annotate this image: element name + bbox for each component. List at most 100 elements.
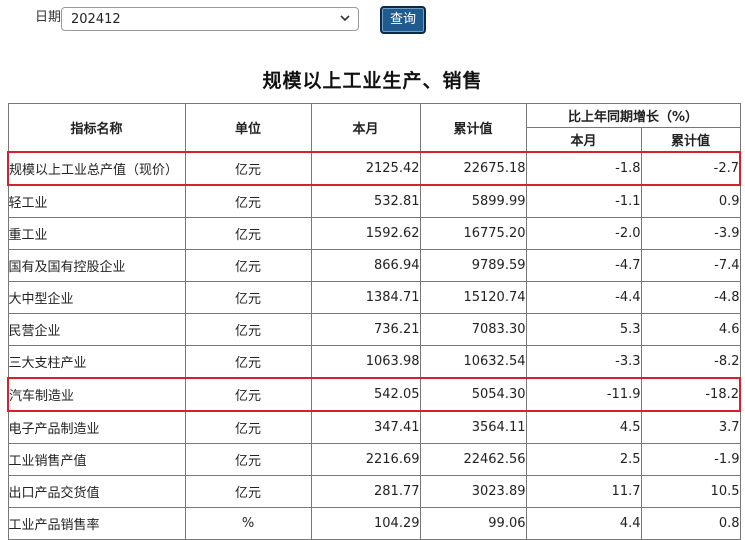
- cumulative-value-cell: 3564.11: [419, 410, 527, 444]
- month-value-cell: 736.21: [310, 313, 421, 346]
- table-row: 民营企业 亿元 736.21 7083.30 5.3 4.6: [7, 313, 741, 346]
- header-yoy-month: 本月: [525, 127, 642, 153]
- cumulative-value-cell: 10632.54: [419, 345, 527, 379]
- yoy-cumulative-cell: -18.2: [640, 377, 741, 412]
- yoy-month-cell: -1.8: [525, 151, 642, 186]
- table-row: 国有及国有控股企业 亿元 866.94 9789.59 -4.7 -7.4: [7, 249, 741, 282]
- header-indicator: 指标名称: [7, 103, 186, 153]
- cumulative-value-cell: 9789.59: [419, 249, 527, 282]
- indicator-cell: 出口产品交货值: [7, 475, 186, 508]
- unit-cell: 亿元: [184, 475, 312, 508]
- cumulative-value-cell: 22462.56: [419, 443, 527, 476]
- month-value-cell: 542.05: [310, 377, 421, 412]
- yoy-month-cell: -2.0: [525, 217, 642, 250]
- header-month: 本月: [310, 103, 421, 153]
- report-title: 规模以上工业生产、销售: [262, 70, 483, 92]
- yoy-cumulative-cell: -3.9: [640, 217, 741, 250]
- yoy-month-cell: 4.4: [525, 507, 642, 540]
- highlighted-table-row: 规模以上工业总产值（现价） 亿元 2125.42 22675.18 -1.8 -2.7: [7, 151, 741, 186]
- yoy-cumulative-cell: 0.9: [640, 184, 741, 218]
- yoy-cumulative-cell: -8.2: [640, 345, 741, 379]
- yoy-cumulative-cell: 10.5: [640, 475, 741, 508]
- report-table: 指标名称 单位 本月 累计值 比上年同期增长（%） 本月 累计值 规模以上工业总…: [7, 103, 741, 540]
- indicator-cell: 轻工业: [7, 184, 186, 218]
- table-row: 电子产品制造业 亿元 347.41 3564.11 4.5 3.7: [7, 410, 741, 444]
- unit-cell: 亿元: [184, 410, 312, 444]
- filter-bar: 日期 202412 查询: [0, 0, 745, 40]
- table-row: 出口产品交货值 亿元 281.77 3023.89 11.7 10.5: [7, 475, 741, 508]
- unit-cell: 亿元: [184, 249, 312, 282]
- indicator-cell: 工业销售产值: [7, 443, 186, 476]
- unit-cell: 亿元: [184, 313, 312, 346]
- yoy-cumulative-cell: -2.7: [640, 151, 741, 186]
- table-row: 工业产品销售率% 104.29 99.06 4.4 0.8: [7, 507, 741, 540]
- yoy-month-cell: 11.7: [525, 475, 642, 508]
- header-yoy-cumulative: 累计值: [640, 127, 741, 153]
- yoy-month-cell: -11.9: [525, 377, 642, 412]
- month-value-cell: 1592.62: [310, 217, 421, 250]
- unit-cell: 亿元: [184, 217, 312, 250]
- yoy-month-cell: -3.3: [525, 345, 642, 379]
- table-row: 工业销售产值 亿元 2216.69 22462.56 2.5 -1.9: [7, 443, 741, 476]
- indicator-cell: 三大支柱产业: [7, 345, 186, 379]
- date-select-value: 202412: [71, 12, 121, 27]
- header-cumulative: 累计值: [419, 103, 527, 153]
- unit-cell: 亿元: [184, 377, 312, 412]
- month-value-cell: 281.77: [310, 475, 421, 508]
- yoy-month-cell: -4.4: [525, 281, 642, 314]
- table-row: 轻工业 亿元 532.81 5899.99 -1.1 0.9: [7, 184, 741, 218]
- yoy-cumulative-cell: -1.9: [640, 443, 741, 476]
- unit-cell: 亿元: [184, 281, 312, 314]
- query-button[interactable]: 查询: [380, 6, 426, 34]
- header-yoy-group: 比上年同期增长（%）: [525, 103, 741, 128]
- yoy-cumulative-cell: -4.8: [640, 281, 741, 314]
- yoy-cumulative-cell: 0.8: [640, 507, 741, 540]
- header-unit: 单位: [184, 103, 312, 153]
- yoy-month-cell: -4.7: [525, 249, 642, 282]
- month-value-cell: 2125.42: [310, 151, 421, 186]
- unit-cell: %: [184, 507, 312, 540]
- month-value-cell: 104.29: [310, 507, 421, 540]
- unit-cell: 亿元: [184, 184, 312, 218]
- indicator-cell: 国有及国有控股企业: [7, 249, 186, 282]
- indicator-cell: 汽车制造业: [7, 377, 186, 412]
- yoy-month-cell: 4.5: [525, 410, 642, 444]
- date-select[interactable]: 202412: [61, 7, 359, 31]
- highlighted-table-row: 汽车制造业 亿元 542.05 5054.30 -11.9 -18.2: [7, 377, 741, 412]
- yoy-cumulative-cell: 3.7: [640, 410, 741, 444]
- table-row: 重工业 亿元 1592.62 16775.20 -2.0 -3.9: [7, 217, 741, 250]
- table-body: 规模以上工业总产值（现价） 亿元 2125.42 22675.18 -1.8 -2.7 轻工…: [7, 151, 741, 540]
- cumulative-value-cell: 15120.74: [419, 281, 527, 314]
- indicator-cell: 大中型企业: [7, 281, 186, 314]
- yoy-month-cell: -1.1: [525, 184, 642, 218]
- yoy-cumulative-cell: 4.6: [640, 313, 741, 346]
- table-row: 大中型企业 亿元 1384.71 15120.74 -4.4 -4.8: [7, 281, 741, 314]
- cumulative-value-cell: 16775.20: [419, 217, 527, 250]
- unit-cell: 亿元: [184, 443, 312, 476]
- cumulative-value-cell: 99.06: [419, 507, 527, 540]
- chevron-down-icon: [340, 15, 350, 22]
- indicator-cell: 规模以上工业总产值（现价）: [7, 151, 186, 186]
- unit-cell: 亿元: [184, 345, 312, 379]
- cumulative-value-cell: 5054.30: [419, 377, 527, 412]
- date-label: 日期: [35, 10, 62, 25]
- month-value-cell: 347.41: [310, 410, 421, 444]
- yoy-cumulative-cell: -7.4: [640, 249, 741, 282]
- cumulative-value-cell: 22675.18: [419, 151, 527, 186]
- table-row: 三大支柱产业 亿元 1063.98 10632.54 -3.3 -8.2: [7, 345, 741, 379]
- cumulative-value-cell: 7083.30: [419, 313, 527, 346]
- cumulative-value-cell: 3023.89: [419, 475, 527, 508]
- yoy-month-cell: 2.5: [525, 443, 642, 476]
- indicator-cell: 民营企业: [7, 313, 186, 346]
- yoy-month-cell: 5.3: [525, 313, 642, 346]
- month-value-cell: 866.94: [310, 249, 421, 282]
- indicator-cell: 工业产品销售率: [7, 507, 186, 540]
- month-value-cell: 1063.98: [310, 345, 421, 379]
- indicator-cell: 电子产品制造业: [7, 410, 186, 444]
- month-value-cell: 2216.69: [310, 443, 421, 476]
- indicator-cell: 重工业: [7, 217, 186, 250]
- unit-cell: 亿元: [184, 151, 312, 186]
- month-value-cell: 532.81: [310, 184, 421, 218]
- month-value-cell: 1384.71: [310, 281, 421, 314]
- cumulative-value-cell: 5899.99: [419, 184, 527, 218]
